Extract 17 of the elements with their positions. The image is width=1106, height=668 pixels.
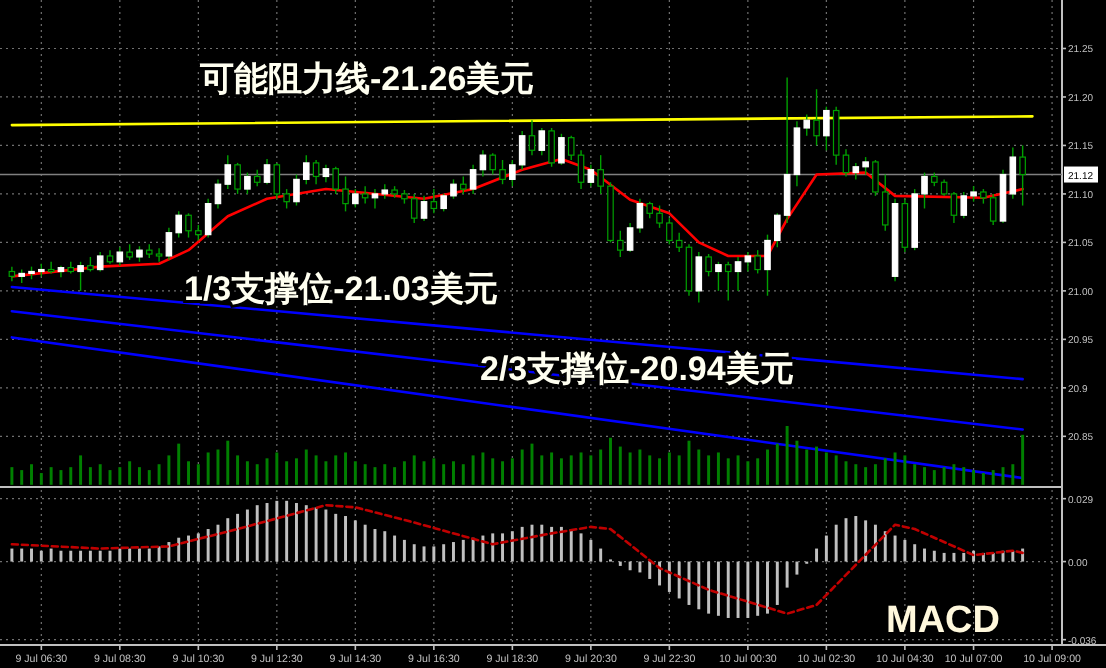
candlestick [1019, 144, 1026, 207]
candlestick [813, 88, 820, 147]
candlestick [754, 249, 761, 275]
candlestick [705, 253, 712, 278]
candlestick [901, 198, 909, 253]
candlestick [234, 162, 241, 195]
candlestick [548, 127, 555, 168]
candlestick [430, 188, 438, 215]
annotation: 1/3支撑位-21.03美元 [184, 270, 498, 308]
candlestick [312, 159, 320, 185]
candlestick [47, 261, 55, 275]
candlestick [724, 261, 732, 302]
candlestick [950, 191, 958, 224]
candlestick [528, 119, 536, 156]
text: MACD [886, 600, 1000, 642]
candlestick [361, 185, 369, 205]
annotation: 可能阻力线-21.26美元 [198, 60, 535, 98]
